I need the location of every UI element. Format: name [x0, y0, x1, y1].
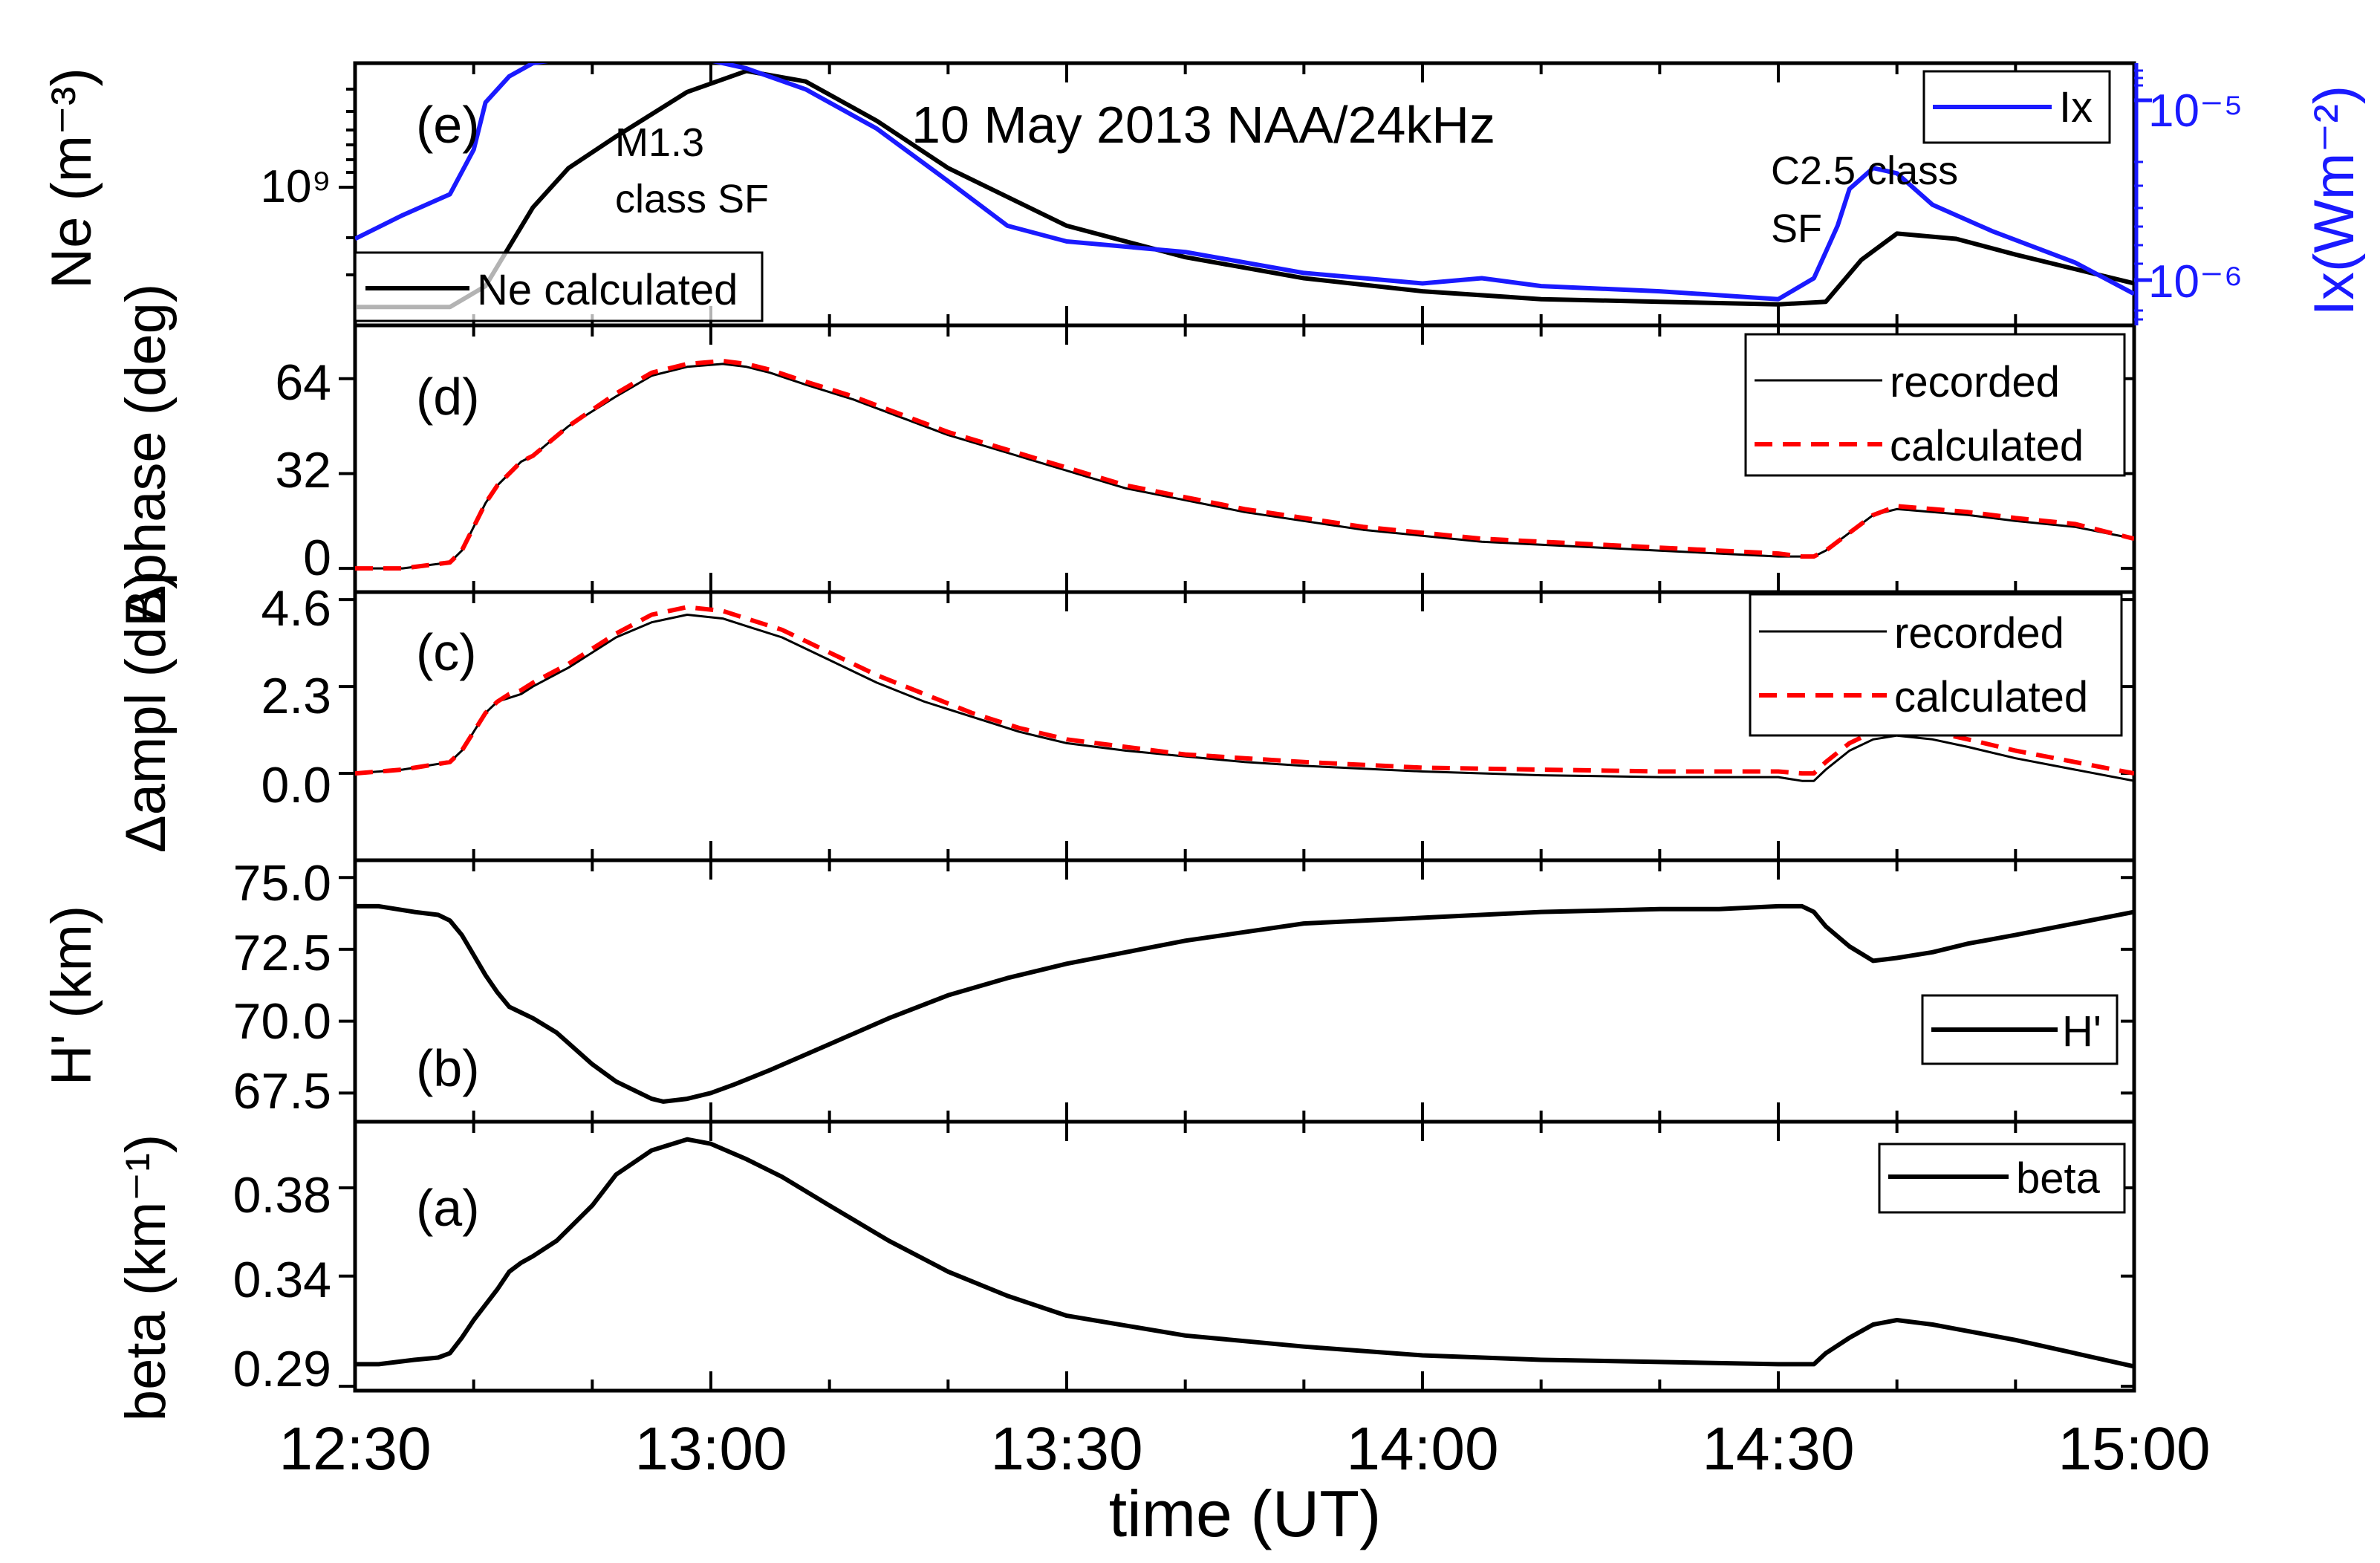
- y-tick-label-e: 10⁹: [260, 161, 331, 212]
- y-tick-label-d: 64: [275, 354, 331, 411]
- figure-title: 10 May 2013 NAA/24kHz: [911, 96, 1495, 154]
- y-tick-label-c: 2.3: [261, 668, 331, 724]
- legend-label-ne: Ne calculated: [477, 266, 738, 314]
- panel-label-a: (a): [416, 1179, 480, 1237]
- x-axis-label: time (UT): [1109, 1477, 1382, 1550]
- legend-box-d: [1744, 333, 2126, 477]
- series-line-beta-a: [355, 1137, 2134, 1369]
- series-line-calculated-d: [355, 358, 2134, 571]
- y-tick-label-b: 72.5: [233, 925, 331, 981]
- y2-tick-label-e: 10⁻⁶: [2148, 256, 2243, 308]
- legend-label-calculated-d: calculated: [1890, 422, 2084, 470]
- series-line-h--b: [355, 903, 2134, 1104]
- legend-box-c: [1749, 593, 2123, 737]
- annotation-c25-sf: SF: [1771, 207, 1822, 251]
- y2-tick-label-e: 10⁻⁵: [2148, 85, 2243, 137]
- panel-label-d: (d): [416, 368, 480, 426]
- legend-label-recorded-d: recorded: [1890, 358, 2060, 406]
- y-tick-label-a: 0.38: [233, 1167, 331, 1224]
- legend-label-calculated-c: calculated: [1894, 673, 2088, 721]
- y-tick-label-d: 0: [303, 530, 331, 586]
- legend-label-b: H': [2062, 1007, 2101, 1056]
- x-tick-label: 12:30: [279, 1415, 431, 1483]
- y-tick-label-b: 67.5: [233, 1063, 331, 1120]
- series-line-ix-e: [355, 63, 2134, 302]
- y-axis-label-c: Δampl (dB): [114, 571, 178, 853]
- series-line-ne-calculated-e: [355, 68, 2134, 310]
- y-tick-label-d: 32: [275, 442, 331, 498]
- series-line-calculated-c: [355, 605, 2134, 776]
- annotation-m13: M1.3: [615, 120, 704, 165]
- x-tick-label: 14:30: [1702, 1415, 1854, 1483]
- y-tick-label-c: 4.6: [261, 580, 331, 637]
- y2-axis-label-e: Ix(Wm⁻²): [2303, 85, 2366, 316]
- y-axis-label-e: Ne (m⁻³): [40, 68, 103, 289]
- x-tick-label: 13:00: [634, 1415, 787, 1483]
- x-tick-label: 13:30: [990, 1415, 1142, 1483]
- y-axis-label-d: Δphase (deg): [114, 284, 178, 623]
- y-axis-label-a: beta (km⁻¹): [114, 1134, 178, 1421]
- x-tick-label: 14:00: [1346, 1415, 1498, 1483]
- series-line-recorded-c: [355, 614, 2134, 782]
- legend-label-ix: Ix: [2059, 83, 2093, 131]
- x-tick-label: 15:00: [2058, 1415, 2210, 1483]
- panel-frame-a: [353, 1120, 2136, 1393]
- legend-label-recorded-c: recorded: [1894, 609, 2064, 657]
- legend-label-a: beta: [2016, 1154, 2101, 1203]
- annotation-m13-class: class SF: [615, 177, 769, 221]
- y-tick-label-b: 75.0: [233, 855, 331, 912]
- panel-label-b: (b): [416, 1039, 480, 1097]
- annotation-c25: C2.5 class: [1771, 149, 1958, 193]
- panel-label-c: (c): [416, 623, 477, 681]
- panel-label-e: (e): [416, 96, 480, 154]
- y-axis-label-b: H' (km): [40, 906, 103, 1085]
- y-tick-label-a: 0.29: [233, 1341, 331, 1397]
- y-tick-label-a: 0.34: [233, 1252, 331, 1308]
- y-tick-label-c: 0.0: [261, 757, 331, 813]
- y-tick-label-b: 70.0: [233, 993, 331, 1050]
